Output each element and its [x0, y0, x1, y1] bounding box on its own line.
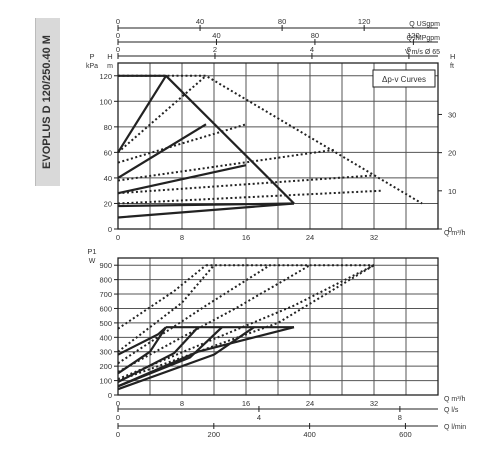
bottom-axis-tick-label: 8: [398, 413, 402, 422]
curve-dotted: [117, 264, 311, 373]
curve-dotted: [117, 264, 207, 330]
top-axis-tick-label: 4: [310, 45, 314, 54]
y-tick-label: 20: [104, 199, 112, 208]
bottom-axis-tick-label: 0: [116, 413, 120, 422]
curve-solid: [117, 326, 255, 391]
ft-axis-units: ft: [450, 63, 454, 70]
curve-dotted: [117, 264, 375, 381]
y-tick-label: 300: [99, 348, 112, 357]
curve-solid: [117, 123, 207, 179]
x-tick-label: 0: [116, 399, 120, 408]
legend-label: Δp-v Curves: [382, 75, 426, 84]
h-axis-units: m: [107, 63, 113, 70]
curve-solid: [117, 326, 199, 383]
top-axis-tick-label: 40: [196, 17, 204, 26]
x-tick-label: 32: [370, 233, 378, 242]
ft-tick-label: 0: [448, 225, 452, 234]
curve-dotted: [117, 264, 375, 382]
top-axis-label: V m/s Ø 65: [405, 49, 440, 56]
bottom-axis-label: Q l/s: [444, 407, 459, 414]
y-tick-label: 400: [99, 333, 112, 342]
top-axis-tick-label: 40: [212, 31, 220, 40]
top-axis-tick-label: 0: [116, 31, 120, 40]
x-tick-label: 0: [116, 233, 120, 242]
ft-tick-label: 20: [448, 149, 456, 158]
x-tick-label: 24: [306, 233, 314, 242]
ft-axis-label: H: [450, 52, 455, 61]
y-tick-label: 0: [108, 391, 112, 400]
curve-dotted: [117, 264, 215, 353]
y-tick-label: 120: [99, 72, 112, 81]
curve-solid: [117, 326, 223, 388]
top-axis-tick-label: 80: [278, 17, 286, 26]
y-axis-label: P1: [87, 247, 96, 256]
top-axis-tick-label: 120: [407, 31, 420, 40]
plot-frame: [117, 257, 439, 396]
h-axis-label: H: [107, 52, 112, 61]
y-tick-label: 80: [104, 123, 112, 132]
y-axis-units: kPa: [86, 63, 98, 70]
x-axis-label: Q m³/h: [444, 230, 465, 237]
curve-solid: [117, 202, 295, 208]
curve-solid: [118, 74, 295, 205]
top-axis-tick-label: 0: [116, 45, 120, 54]
y-tick-label: 40: [104, 174, 112, 183]
top-axis-label: Q USgpm: [409, 21, 440, 28]
y-tick-label: 500: [99, 319, 112, 328]
ft-tick-label: 30: [448, 110, 456, 119]
plot-frame: [117, 62, 439, 230]
bottom-axis-tick-label: 200: [208, 430, 221, 439]
bottom-axis-tick-label: 0: [116, 430, 120, 439]
curve-dotted: [117, 148, 335, 182]
bottom-axis-tick-label: 600: [399, 430, 412, 439]
bottom-axis-label: Q l/min: [444, 424, 466, 431]
curve-dotted: [117, 189, 383, 205]
y-tick-label: 800: [99, 276, 112, 285]
top-axis-tick-label: 80: [311, 31, 319, 40]
y-tick-label: 200: [99, 362, 112, 371]
x-tick-label: 16: [242, 399, 250, 408]
ft-tick-label: 10: [448, 187, 456, 196]
curve-dotted: [117, 75, 207, 154]
y-tick-label: 600: [99, 304, 112, 313]
y-tick-label: 700: [99, 290, 112, 299]
y-tick-label: 0: [108, 225, 112, 234]
curve-solid: [117, 75, 167, 153]
top-axis-tick-label: 0: [116, 17, 120, 26]
curve-solid: [117, 164, 247, 195]
power-chart: 0 100 200 300 400 500 600 700 800 900 0 8 16 24 32 Q m³…: [87, 247, 465, 408]
x-tick-label: 8: [180, 399, 184, 408]
legend-box: [372, 69, 436, 88]
x-tick-label: 24: [306, 399, 314, 408]
y-axis-units: W: [89, 258, 96, 265]
y-tick-label: 60: [104, 148, 112, 157]
x-axis-label: Q m³/h: [444, 396, 465, 403]
x-tick-label: 32: [370, 399, 378, 408]
side-banner: [35, 18, 60, 186]
x-tick-label: 8: [180, 233, 184, 242]
top-axis-label: Q IMPgpm: [407, 35, 441, 42]
y-tick-label: 100: [99, 97, 112, 106]
top-axis-tick-label: 6: [407, 45, 411, 54]
x-tick-label: 16: [242, 233, 250, 242]
y-tick-label: 900: [99, 261, 112, 270]
curve-solid: [117, 202, 295, 219]
curve-dotted: [117, 264, 271, 365]
y-tick-label: 100: [99, 377, 112, 386]
bottom-axis-tick-label: 4: [257, 413, 261, 422]
top-axis-tick-label: 2: [213, 45, 217, 54]
bottom-axis-tick-label: 400: [303, 430, 316, 439]
y-axis-label: P: [89, 52, 94, 61]
top-axis-tick-label: 120: [358, 17, 371, 26]
